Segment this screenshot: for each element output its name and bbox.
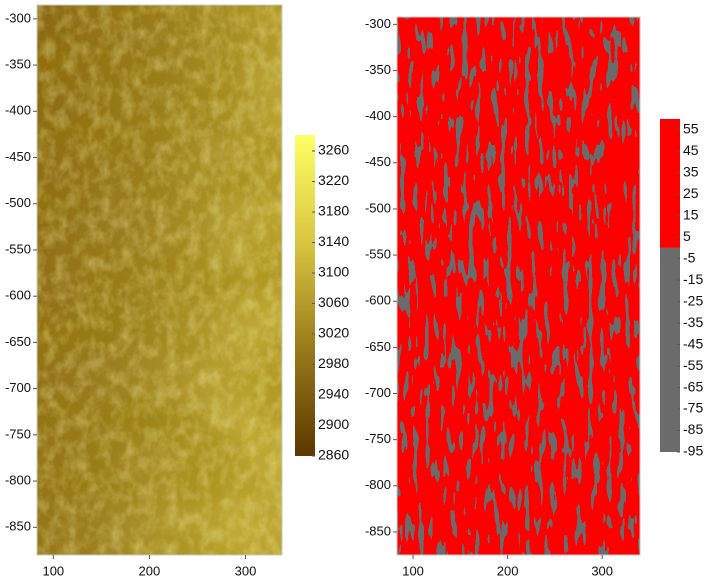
colorbar-tick-label: 25	[683, 185, 699, 201]
y-tick-label: -300	[365, 16, 391, 31]
colorbar-tick-label: -95	[683, 443, 703, 459]
y-tick-label: -650	[365, 339, 391, 354]
colorbar-tick-label: -85	[683, 421, 703, 437]
y-tick-label: -550	[5, 241, 31, 256]
colorbar-tick-label: 3260	[318, 142, 349, 158]
x-tick-label: 300	[235, 563, 257, 578]
x-tick-label: 100	[402, 563, 424, 578]
x-tick-label: 200	[497, 563, 519, 578]
x-tick-label: 300	[591, 563, 613, 578]
colorbar-tick-label: -15	[683, 271, 703, 287]
colorbar-step	[660, 119, 680, 248]
binary-texture	[397, 17, 640, 555]
y-tick-label: -450	[5, 149, 31, 164]
colorbar-tick-label: -75	[683, 400, 703, 416]
y-tick-label: -500	[5, 195, 31, 210]
y-tick-label: -600	[365, 293, 391, 308]
colorbar-tick-label: 3220	[318, 172, 349, 188]
plot-frame	[36, 4, 283, 556]
colorbar	[295, 135, 315, 456]
colorbar-tick-label: -25	[683, 292, 703, 308]
y-tick-label: -850	[5, 519, 31, 534]
colorbar-tick-label: 55	[683, 120, 699, 136]
colorbar-tick-label: 35	[683, 163, 699, 179]
y-tick-label: -300	[5, 10, 31, 25]
colorbar-tick-label: -5	[683, 249, 696, 265]
y-tick-label: -450	[365, 154, 391, 169]
colorbar-tick-label: 3180	[318, 203, 349, 219]
plot-frame	[396, 16, 641, 556]
colorbar-tick-label: -65	[683, 378, 703, 394]
colorbar-tick-label: 2940	[318, 386, 349, 402]
y-tick-label: -800	[5, 472, 31, 487]
y-tick-label: -850	[365, 523, 391, 538]
y-tick-label: -800	[365, 477, 391, 492]
heatmap-fine-texture	[37, 5, 282, 555]
colorbar-step	[660, 247, 680, 452]
colorbar-tick-label: -45	[683, 335, 703, 351]
colorbar-tick-label: -55	[683, 357, 703, 373]
colorbar-tick-label: 3100	[318, 264, 349, 280]
y-tick-label: -700	[5, 380, 31, 395]
x-tick-label: 100	[42, 563, 64, 578]
panel: 100 200 300 -300 -350 -400 -450 -500 -550 -600 -65…	[365, 16, 703, 579]
colorbar-tick-label: 15	[683, 206, 699, 222]
colorbar-tick-label: 2860	[318, 447, 349, 463]
y-tick-label: -400	[5, 103, 31, 118]
y-tick-label: -500	[365, 200, 391, 215]
panel: 100 200 300 -300 -350 -400 -450 -500 -550 -600 -65…	[5, 4, 349, 578]
colorbar-tick-label: 2900	[318, 416, 349, 432]
colorbar-tick-label: 3060	[318, 294, 349, 310]
colorbar-tick-label: -35	[683, 314, 703, 330]
y-tick-label: -550	[365, 247, 391, 262]
y-tick-label: -750	[5, 426, 31, 441]
colorbar-tick-label: 45	[683, 142, 699, 158]
y-tick-label: -700	[365, 385, 391, 400]
x-tick-label: 200	[139, 563, 161, 578]
colorbar-tick-label: 2980	[318, 355, 349, 371]
colorbar-tick-label: 5	[683, 228, 691, 244]
y-tick-label: -750	[365, 431, 391, 446]
y-tick-label: -350	[5, 57, 31, 72]
y-tick-label: -400	[365, 108, 391, 123]
colorbar-tick-label: 3020	[318, 325, 349, 341]
y-tick-label: -600	[5, 288, 31, 303]
y-tick-label: -350	[365, 62, 391, 77]
y-tick-label: -650	[5, 334, 31, 349]
colorbar-tick-label: 3140	[318, 233, 349, 249]
